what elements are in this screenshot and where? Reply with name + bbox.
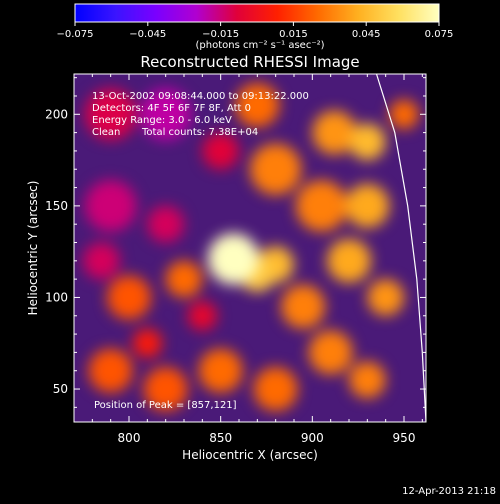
colorbar-tick-label: −0.015 [202,29,239,40]
render-date: 12-Apr-2013 21:18 [402,486,496,497]
colorbar: −0.075 −0.045 −0.015 0.015 0.045 0.075 (photo… [56,3,453,51]
heatmap-blob [140,88,192,140]
heatmap-blob [249,143,302,195]
y-tick-label: 200 [45,107,68,121]
chart-title: Reconstructed RHESSI Image [140,53,359,71]
heatmap-blob [85,88,137,140]
heatmap-blob [202,132,240,170]
x-axis-label: Heliocentric X (arcsec) [182,448,318,462]
heatmap-blob [207,233,260,285]
x-axis-ticks: 800 850 900 950 [91,74,423,445]
heatmap [83,83,419,412]
heatmap-blob [295,180,348,232]
heatmap-blob [107,275,151,320]
heatmap-blob [345,183,390,228]
y-tick-label: 100 [45,290,68,304]
heatmap-blob [85,180,137,232]
heatmap-blob [88,348,133,393]
clean-label: Clean [92,127,120,138]
x-tick-label: 900 [301,431,324,445]
colorbar-tick-label: 0.075 [425,29,454,40]
colorbar-tick-label: 0.045 [352,29,381,40]
y-tick-label: 150 [45,199,68,213]
y-axis-label: Heliocentric Y (arcsec) [26,181,40,316]
colorbar-strip [74,3,440,23]
heatmap-blob [143,367,188,412]
heatmap-blob [349,361,386,399]
heatmap-blob [198,348,243,393]
y-axis-ticks: 50 100 150 200 [45,77,426,408]
x-tick-label: 850 [209,431,232,445]
colorbar-unit-label: (photons cm⁻² s⁻¹ asec⁻²) [195,40,324,51]
x-tick-label: 950 [393,431,416,445]
plot-area: 800 850 900 950 50 100 150 200 [45,73,427,445]
colorbar-tick-label: 0.015 [279,29,308,40]
heatmap-blob [367,279,404,316]
heatmap-blob [187,301,217,331]
solar-limb-curve [375,74,426,422]
heatmap-blob [389,99,419,129]
y-tick-label: 50 [53,382,68,396]
heatmap-blob [165,260,203,298]
colorbar-tick-label: −0.045 [129,29,166,40]
heatmap-blob [83,242,120,280]
heatmap-blob [312,110,357,155]
plot-frame [73,73,427,423]
energy-range-text: Energy Range: 3.0 - 6.0 keV [92,115,232,126]
colorbar-ticks: −0.075 −0.045 −0.015 0.015 0.045 0.075 [56,22,453,40]
colorbar-tick-label: −0.075 [56,29,93,40]
info-annotations: 13-Oct-2002 09:08:44.000 to 09:13:22.000… [92,91,309,411]
heatmap-blob [253,367,298,412]
peak-position-text: Position of Peak = [857,121] [94,400,237,411]
heatmap-blob [281,284,326,329]
x-tick-label: 800 [118,431,141,445]
time-range-text: 13-Oct-2002 09:08:44.000 to 09:13:22.000 [92,91,309,102]
heatmap-blob [349,123,386,161]
heatmap-blob [147,205,185,243]
heatmap-blob [235,83,280,128]
total-counts-text: Total counts: 7.38E+04 [141,127,258,138]
heatmap-blob [132,328,162,358]
heatmap-blob [327,238,371,283]
detectors-text: Detectors: 4F 5F 6F 7F 8F, Att 0 [92,103,251,114]
heatmap-blob [308,330,353,375]
